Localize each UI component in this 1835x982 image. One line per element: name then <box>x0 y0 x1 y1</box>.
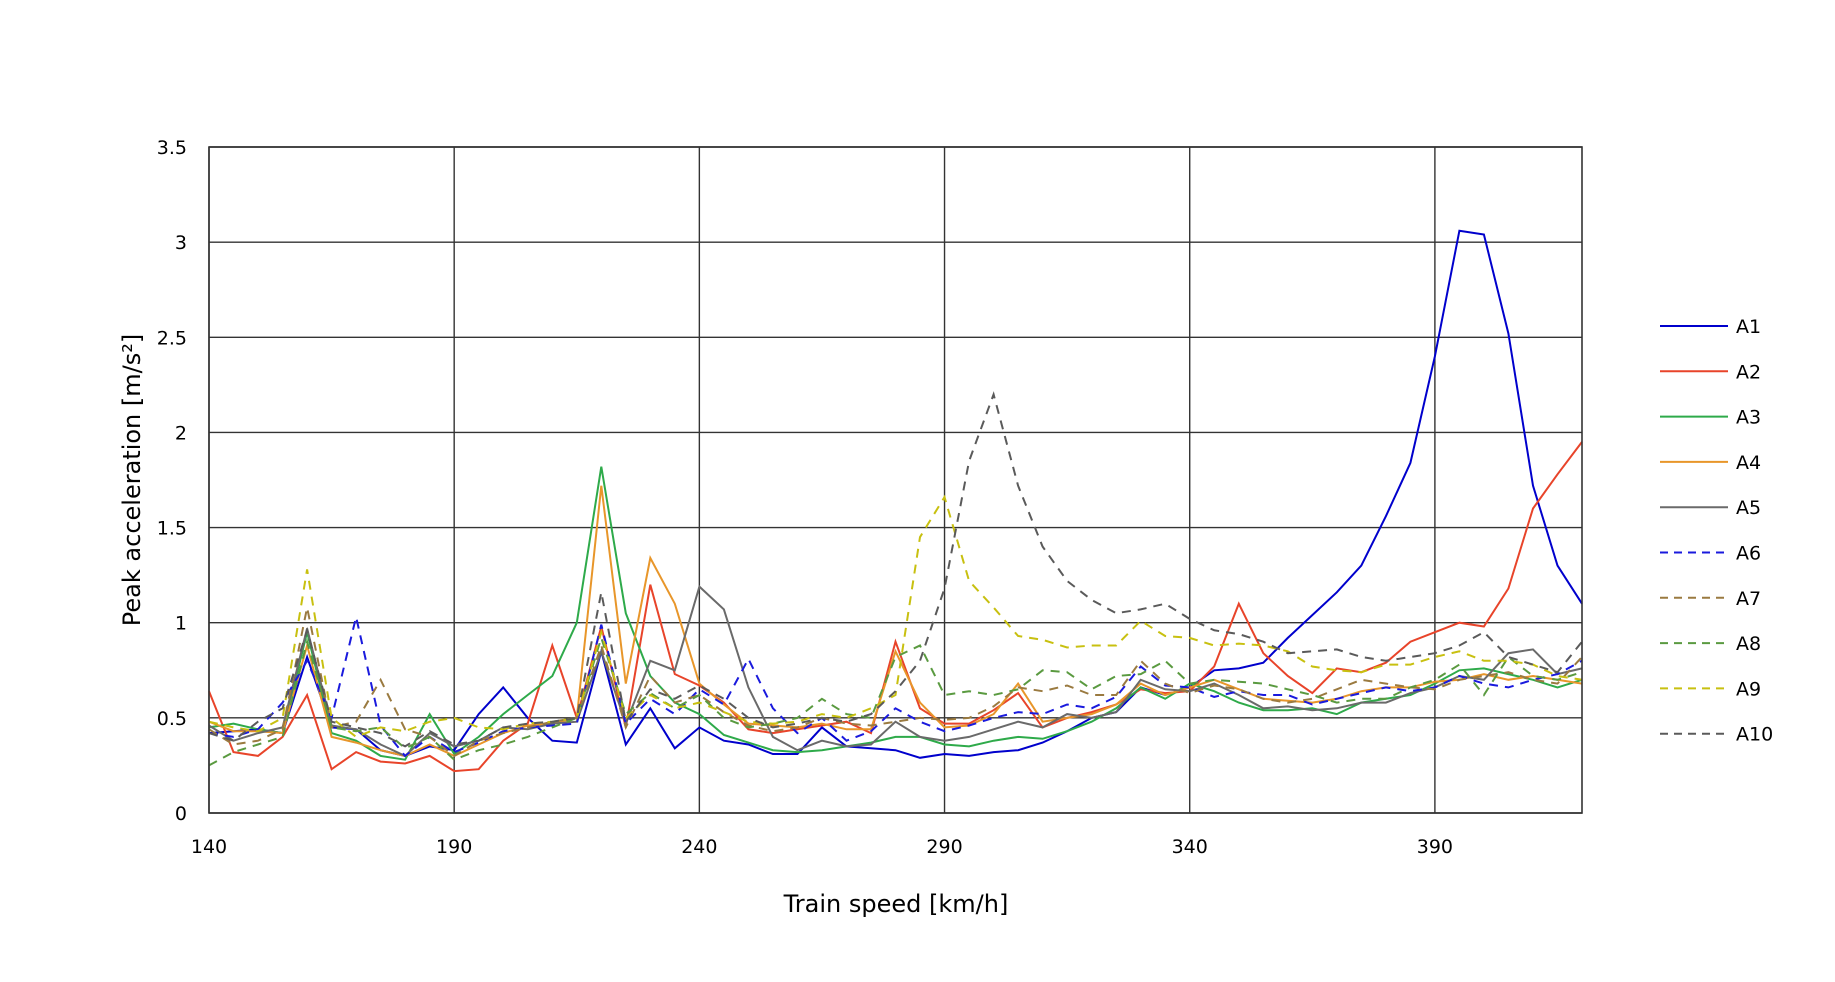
y-tick-label: 2 <box>175 422 187 444</box>
y-tick-label: 3.5 <box>157 137 187 159</box>
series-line-a4 <box>208 485 1583 758</box>
y-tick-label: 0.5 <box>157 708 187 730</box>
legend-label: A8 <box>1736 633 1761 655</box>
legend-label: A1 <box>1736 316 1761 338</box>
legend-item-a5: A5 <box>1660 497 1761 519</box>
legend-label: A5 <box>1736 497 1761 519</box>
y-tick-label: 3 <box>175 232 187 254</box>
gridlines <box>208 146 1582 814</box>
legend-item-a3: A3 <box>1660 407 1761 429</box>
plot-frame <box>208 146 1583 814</box>
x-tick-label: 140 <box>191 836 227 858</box>
series-line-a8 <box>208 634 1583 767</box>
y-axis-ticks: 0 0.5 1 1.5 2 2.5 3 3.5 <box>157 137 187 825</box>
series-line-a10 <box>208 391 1583 748</box>
series-line-a6 <box>208 616 1583 758</box>
series-line-a3 <box>208 466 1583 761</box>
y-tick-label: 1.5 <box>157 518 187 540</box>
legend-item-a2: A2 <box>1660 361 1761 383</box>
plot-area <box>209 147 1582 813</box>
legend-label: A9 <box>1736 678 1761 700</box>
legend: A1 A2 A3 A4 A5 A6 A7 A8 A9 A10 <box>1660 316 1773 746</box>
series-line-a2 <box>208 441 1583 773</box>
legend-label: A4 <box>1736 452 1761 474</box>
legend-item-a8: A8 <box>1660 633 1761 655</box>
y-tick-label: 2.5 <box>157 327 187 349</box>
legend-item-a4: A4 <box>1660 452 1761 474</box>
x-tick-label: 240 <box>681 836 717 858</box>
y-axis-title: Peak acceleration [m/s²] <box>118 334 146 626</box>
legend-item-a10: A10 <box>1660 724 1773 746</box>
legend-item-a7: A7 <box>1660 588 1761 610</box>
x-tick-label: 340 <box>1172 836 1208 858</box>
data-series <box>208 229 1583 773</box>
legend-label: A2 <box>1736 361 1761 383</box>
x-tick-label: 290 <box>926 836 962 858</box>
series-line-a5 <box>208 584 1583 758</box>
legend-label: A3 <box>1736 407 1761 429</box>
series-line-a9 <box>208 494 1583 739</box>
legend-item-a9: A9 <box>1660 678 1761 700</box>
legend-label: A7 <box>1736 588 1761 610</box>
y-tick-label: 1 <box>175 613 187 635</box>
y-tick-label: 0 <box>175 803 187 825</box>
x-axis-title: Train speed [km/h] <box>783 890 1009 918</box>
legend-item-a1: A1 <box>1660 316 1761 338</box>
x-tick-label: 190 <box>436 836 472 858</box>
x-axis-ticks: 140 190 240 290 340 390 <box>191 836 1453 858</box>
series-line-a7 <box>208 607 1583 758</box>
legend-label: A6 <box>1736 543 1761 565</box>
legend-label: A10 <box>1736 724 1773 746</box>
legend-item-a6: A6 <box>1660 543 1761 565</box>
x-tick-label: 390 <box>1417 836 1453 858</box>
